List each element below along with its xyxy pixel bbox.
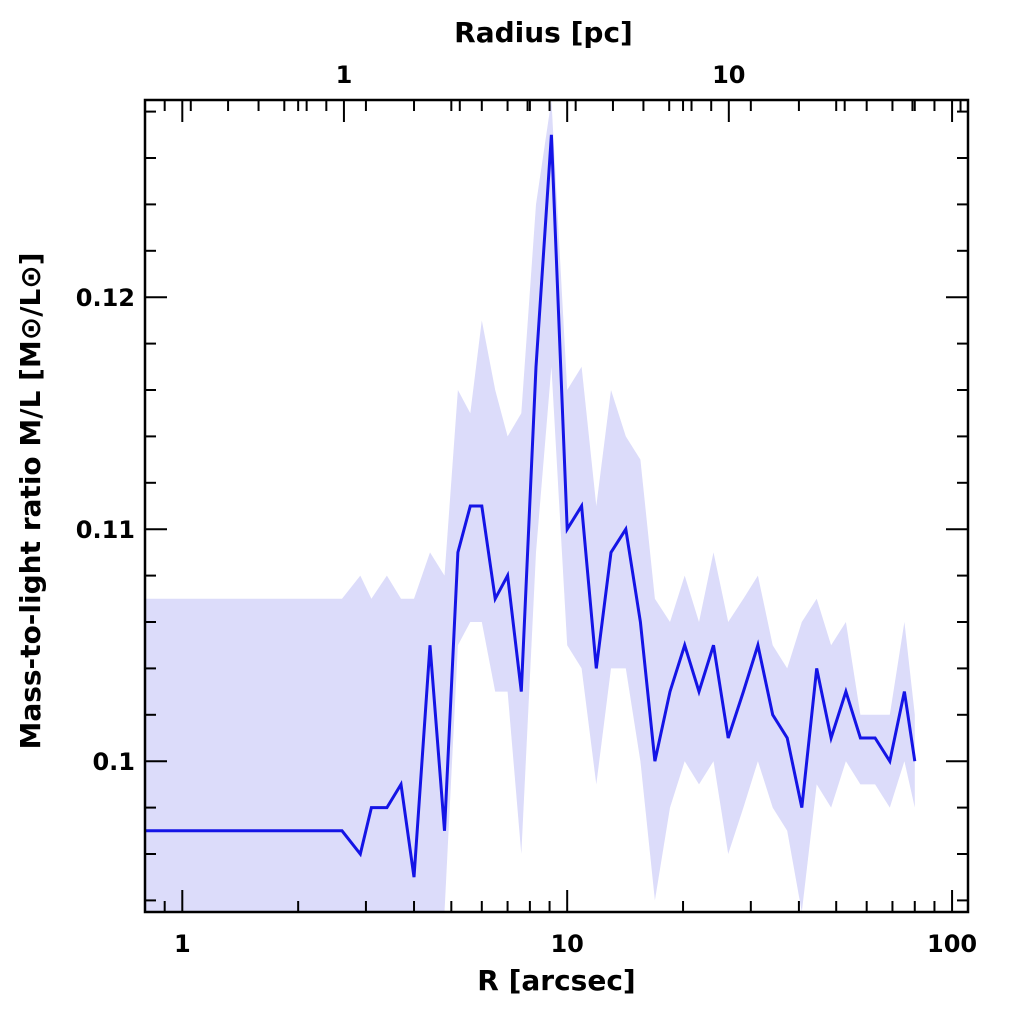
y-axis-label: Mass-to-light ratio M/L [M⊙/L⊙]	[14, 252, 47, 749]
y-tick-label: 0.12	[76, 284, 135, 312]
axis-ticks	[144, 100, 968, 912]
y-tick-label: 0.11	[76, 516, 135, 544]
x-axis-label: R [arcsec]	[477, 964, 635, 997]
y-tick-label: 0.1	[92, 748, 135, 776]
ml-profile-line	[145, 134, 917, 878]
x-tick-label: 1	[174, 930, 191, 958]
tick-labels: 1 10 100 1 10 0.1 0.11 0.12	[76, 61, 977, 958]
top-x-tick-label: 1	[336, 61, 353, 89]
plot-content	[144, 100, 917, 912]
x-tick-label: 100	[927, 930, 977, 958]
plot-frame	[143, 98, 970, 914]
top-x-tick-label: 10	[712, 61, 745, 89]
top-x-axis-label: Radius [pc]	[454, 16, 633, 49]
x-tick-label: 10	[550, 930, 583, 958]
